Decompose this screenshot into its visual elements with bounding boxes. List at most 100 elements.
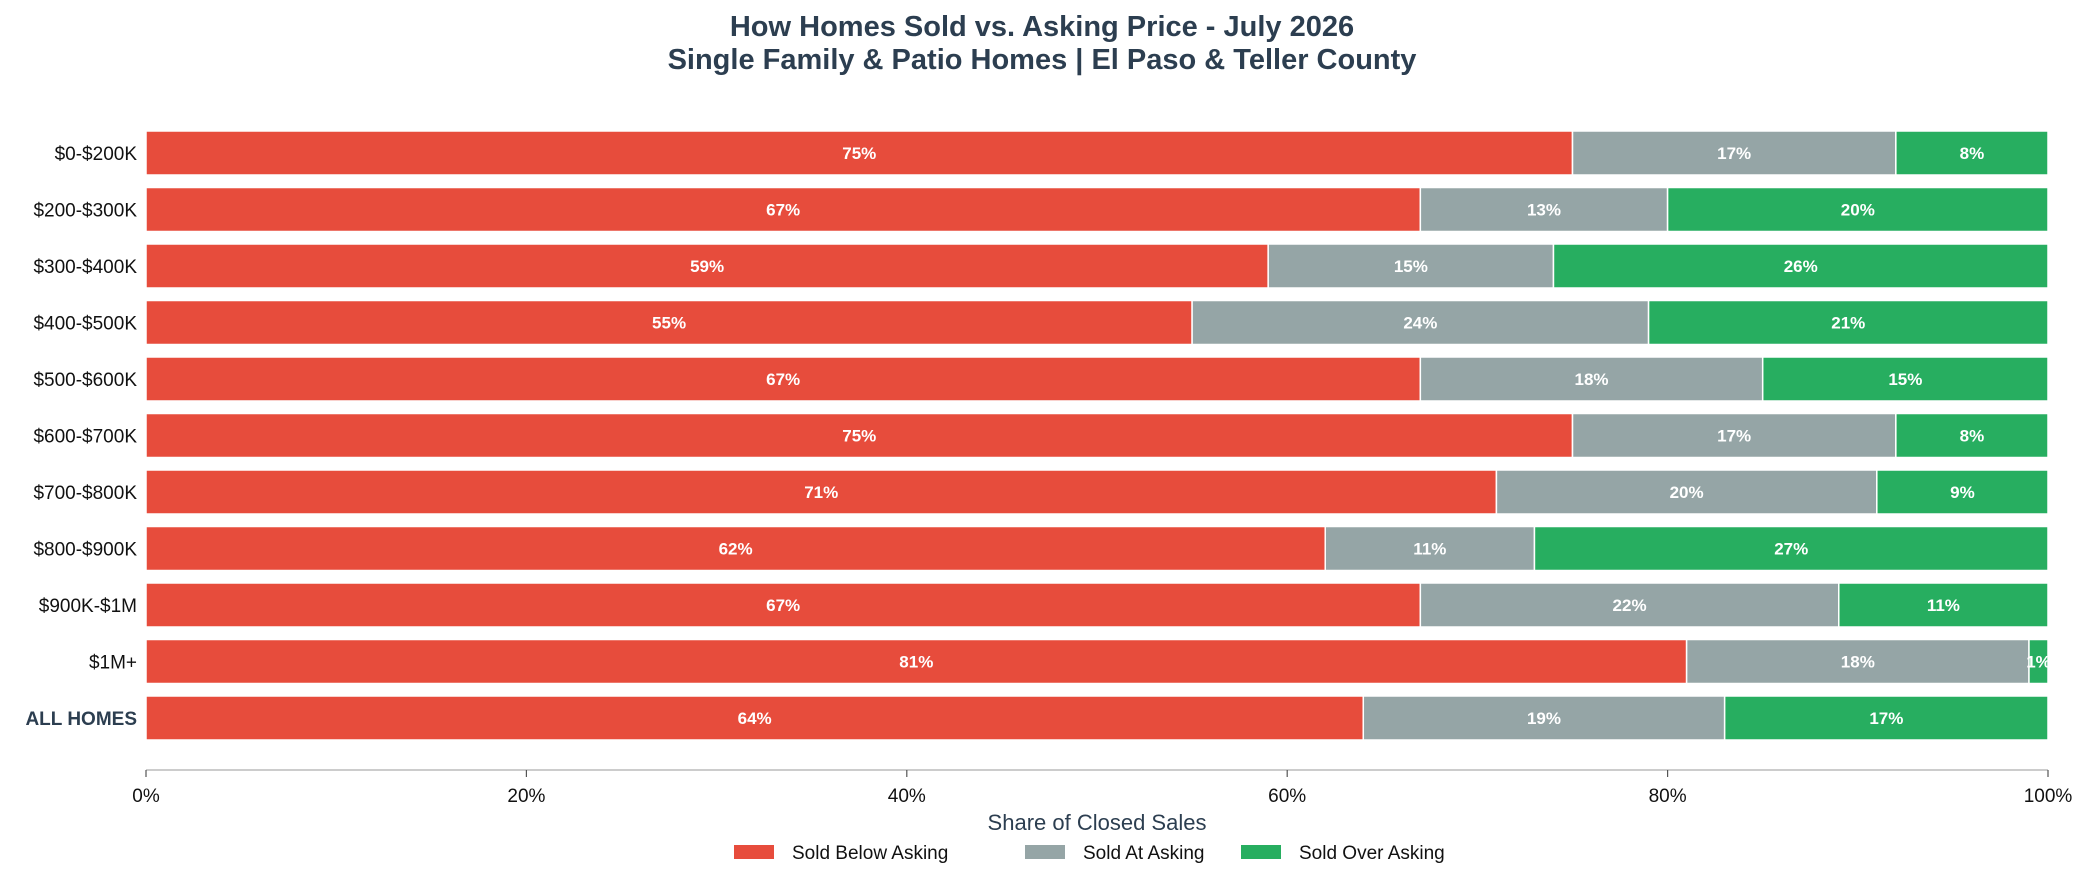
- bar-value-label: 27%: [1774, 540, 1808, 559]
- bar-segment-sold-at-asking: [1362, 695, 1726, 741]
- bar-value-label: 8%: [1960, 144, 1985, 163]
- bar-segment-sold-over-asking: [1666, 186, 2049, 233]
- bar-value-label: 62%: [719, 540, 753, 559]
- bar-value-label: 11%: [1413, 540, 1446, 559]
- bar-segment-sold-over-asking: [1533, 525, 2049, 572]
- bar-value-label: 24%: [1403, 314, 1437, 333]
- legend-item-sold-at-asking: Sold At Asking: [1025, 843, 1204, 864]
- bar-value-label: 1%: [2026, 653, 2051, 672]
- bar-segment-sold-below-asking: [145, 356, 1422, 402]
- bar-value-label: 17%: [1717, 427, 1751, 446]
- category-label: $800-$900K: [33, 540, 137, 561]
- bar-value-label: 17%: [1869, 709, 1903, 728]
- bar-segment-sold-below-asking: [145, 525, 1326, 572]
- category-label: $0-$200K: [55, 144, 138, 165]
- bar-segment-sold-over-asking: [2028, 638, 2049, 685]
- bar-value-label: 75%: [842, 427, 876, 446]
- bar-segment-sold-below-asking: [145, 469, 1498, 515]
- bar-value-label: 21%: [1831, 314, 1865, 333]
- legend-swatch: [1025, 845, 1065, 859]
- bar-value-label: 13%: [1527, 201, 1561, 220]
- bar-segment-sold-below-asking: [145, 582, 1422, 628]
- bar-row-300-400k: 59% 15% 26%: [145, 243, 2049, 289]
- bar-value-label: 59%: [690, 257, 724, 276]
- bar-segment-sold-over-asking: [1552, 243, 2049, 289]
- bar-segment-sold-over-asking: [1647, 299, 2049, 346]
- bar-segment-sold-over-asking: [1838, 582, 2049, 628]
- chart-subtitle: Single Family & Patio Homes | El Paso & …: [668, 44, 1417, 76]
- bar-segment-sold-over-asking: [1895, 130, 2049, 176]
- category-label: $900K-$1M: [39, 596, 137, 617]
- legend-label: Sold At Asking: [1083, 843, 1204, 864]
- legend-swatch: [734, 845, 774, 859]
- bar-segment-sold-at-asking: [1267, 243, 1555, 289]
- bar-value-label: 67%: [766, 201, 800, 220]
- bars-layer: 75% 17% 8% 67% 13% 20% 59% 15% 26% 55% 24% 21% 67% 18…: [145, 130, 2051, 741]
- bar-row-500-600k: 67% 18% 15%: [145, 356, 2049, 402]
- bar-segment-sold-at-asking: [1685, 638, 2030, 685]
- bar-value-label: 26%: [1784, 257, 1818, 276]
- bar-row-all-homes: 64% 19% 17%: [145, 695, 2049, 741]
- bar-segment-sold-at-asking: [1419, 186, 1669, 233]
- bar-segment-sold-at-asking: [1419, 356, 1764, 402]
- bar-value-label: 15%: [1394, 257, 1428, 276]
- category-label: $300-$400K: [33, 257, 137, 278]
- bar-segment-sold-below-asking: [145, 695, 1365, 741]
- bar-segment-sold-at-asking: [1571, 130, 1897, 176]
- bar-segment-sold-over-asking: [1876, 469, 2049, 515]
- x-tick-label: 80%: [1649, 786, 1687, 807]
- bar-value-label: 22%: [1613, 596, 1647, 615]
- bar-segment-sold-below-asking: [145, 243, 1269, 289]
- bar-segment-sold-at-asking: [1324, 525, 1536, 572]
- legend-label: Sold Below Asking: [792, 843, 948, 864]
- bar-segment-sold-below-asking: [145, 412, 1574, 459]
- bar-value-label: 9%: [1950, 483, 1975, 502]
- x-axis-ticks: 0% 20% 40% 60% 80% 100%: [132, 770, 2072, 807]
- bar-segment-sold-below-asking: [145, 130, 1574, 176]
- x-tick-label: 40%: [888, 786, 926, 807]
- bar-row-700-800k: 71% 20% 9%: [145, 469, 2049, 515]
- bar-value-label: 20%: [1841, 201, 1875, 220]
- bar-row-400-500k: 55% 24% 21%: [145, 299, 2049, 346]
- category-label: $700-$800K: [33, 483, 137, 504]
- bar-segment-sold-below-asking: [145, 299, 1193, 346]
- bar-value-label: 71%: [804, 483, 838, 502]
- category-label: ALL HOMES: [25, 709, 137, 730]
- legend-item-sold-over-asking: Sold Over Asking: [1241, 843, 1445, 864]
- bar-row-200-300k: 67% 13% 20%: [145, 186, 2049, 233]
- bar-segment-sold-at-asking: [1495, 469, 1878, 515]
- category-label: $500-$600K: [33, 370, 137, 391]
- bar-value-label: 8%: [1960, 427, 1985, 446]
- bar-value-label: 55%: [652, 314, 686, 333]
- x-tick-label: 0%: [132, 786, 160, 807]
- bar-value-label: 19%: [1527, 709, 1561, 728]
- legend: Sold Below Asking Sold At Asking Sold Over…: [734, 843, 1445, 864]
- bar-row-1m: 81% 18% 1%: [145, 638, 2051, 685]
- legend-item-sold-below-asking: Sold Below Asking: [734, 843, 948, 864]
- bar-row-800-900k: 62% 11% 27%: [145, 525, 2049, 572]
- bar-row-600-700k: 75% 17% 8%: [145, 412, 2049, 459]
- bar-value-label: 75%: [842, 144, 876, 163]
- bar-row-0-200k: 75% 17% 8%: [145, 130, 2049, 176]
- bar-value-label: 81%: [899, 653, 933, 672]
- x-tick-label: 20%: [507, 786, 545, 807]
- bar-value-label: 17%: [1717, 144, 1751, 163]
- legend-swatch: [1241, 845, 1281, 859]
- bar-value-label: 11%: [1927, 596, 1960, 615]
- category-label: $600-$700K: [33, 427, 137, 448]
- bar-segment-sold-at-asking: [1571, 412, 1897, 459]
- bar-value-label: 18%: [1841, 653, 1875, 672]
- bar-segment-sold-below-asking: [145, 638, 1688, 685]
- category-axis: $0-$200K $200-$300K $300-$400K $400-$500K $5…: [25, 144, 137, 730]
- bar-value-label: 64%: [738, 709, 772, 728]
- bar-row-900k-1m: 67% 22% 11%: [145, 582, 2049, 628]
- category-label: $1M+: [89, 653, 137, 674]
- bar-value-label: 20%: [1670, 483, 1704, 502]
- bar-segment-sold-over-asking: [1761, 356, 2049, 402]
- bar-value-label: 67%: [766, 370, 800, 389]
- category-label: $400-$500K: [33, 314, 137, 335]
- bar-value-label: 67%: [766, 596, 800, 615]
- legend-label: Sold Over Asking: [1299, 843, 1445, 864]
